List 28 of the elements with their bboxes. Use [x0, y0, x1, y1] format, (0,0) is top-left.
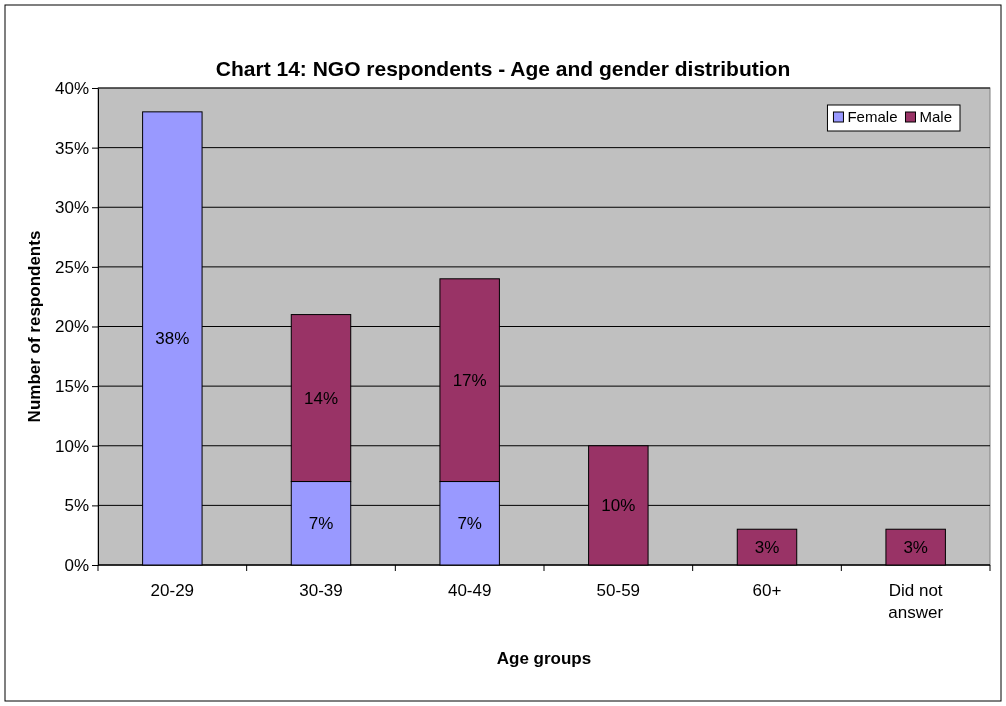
data-label: 14%: [303, 389, 339, 409]
x-tick-label: 60+: [752, 581, 782, 600]
data-label: 7%: [308, 514, 334, 534]
y-tick-label: 5%: [64, 496, 89, 516]
data-label: 3%: [903, 538, 928, 558]
legend-label: Female: [847, 108, 898, 125]
chart-title: Chart 14: NGO respondents - Age and gender distribution: [215, 57, 791, 80]
y-tick-label: 30%: [54, 198, 89, 218]
data-label: 10%: [601, 496, 636, 516]
x-tick-label: 50-59: [596, 581, 641, 600]
data-label: 7%: [457, 514, 482, 534]
y-tick-label: 20%: [54, 317, 89, 337]
y-tick-label: 0%: [64, 555, 89, 575]
y-tick-label: 35%: [54, 138, 89, 158]
x-tick-label: 20-29: [150, 581, 195, 600]
y-tick-label: 15%: [54, 377, 89, 397]
y-tick-label: 40%: [54, 78, 89, 98]
x-tick-label: 40-49: [447, 581, 492, 600]
x-tick-label: Did not answer: [888, 581, 944, 622]
data-label: 38%: [155, 329, 190, 349]
y-axis-title: Number of respondents: [25, 230, 44, 423]
y-tick-label: 25%: [54, 257, 89, 277]
x-axis-title: Age groups: [496, 649, 592, 668]
y-tick-label: 10%: [54, 436, 89, 456]
data-label: 17%: [452, 371, 487, 391]
data-label: 3%: [754, 538, 780, 558]
x-tick-label: 30-39: [299, 581, 343, 600]
legend-label: Male: [919, 108, 952, 125]
